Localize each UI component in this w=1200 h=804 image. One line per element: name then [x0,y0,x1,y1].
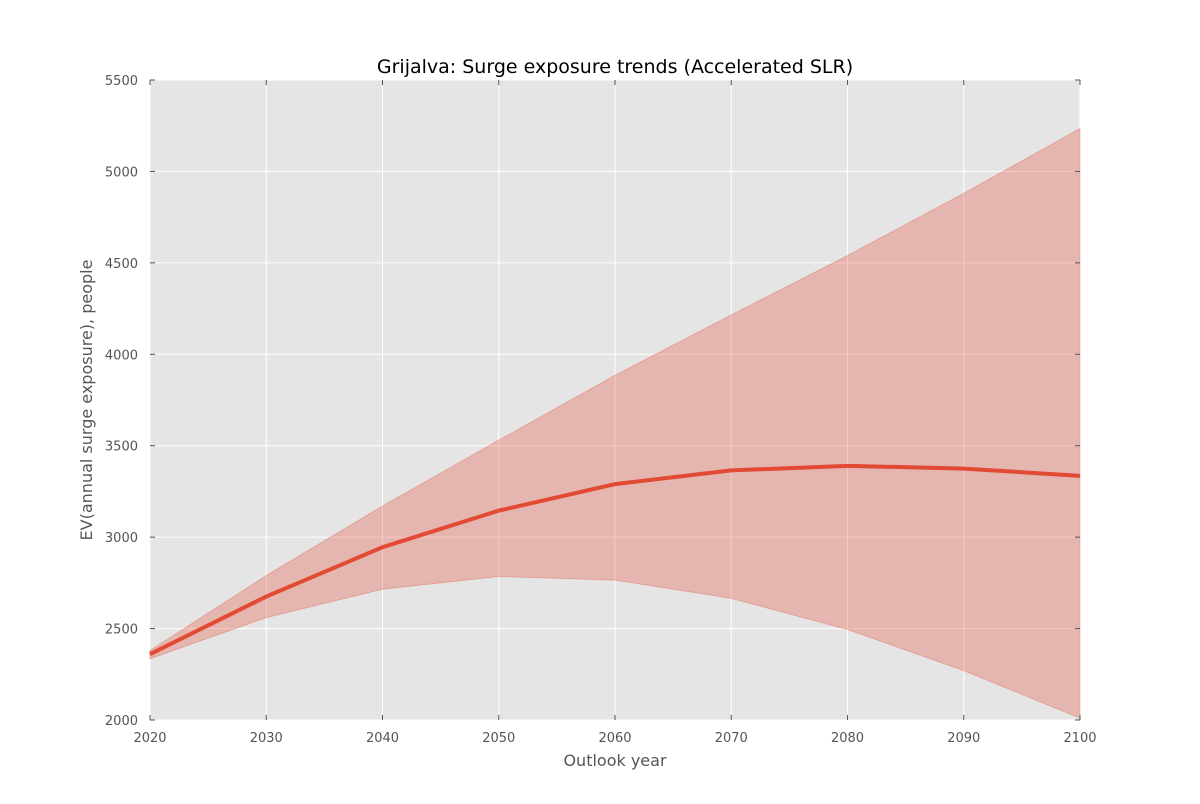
x-tick-label: 2030 [250,731,283,746]
y-tick-label: 3000 [105,531,138,546]
x-tick-label: 2080 [831,731,864,746]
y-tick-label: 2000 [105,714,138,729]
x-tick-label: 2100 [1063,731,1096,746]
y-tick-label: 5500 [105,74,138,89]
y-axis-label: EV(annual surge exposure), people [77,260,96,541]
axis-ticks [149,79,1081,721]
x-tick-labels: 2020 2030 2040 2050 2060 2070 2080 2090 2100 [133,731,1096,746]
x-tick-label: 2020 [133,731,166,746]
y-tick-label: 4500 [105,257,138,272]
x-axis-label: Outlook year [563,751,667,770]
x-tick-label: 2040 [366,731,399,746]
x-tick-label: 2060 [598,731,631,746]
y-tick-label: 3500 [105,440,138,455]
y-tick-labels: 2000 2500 3000 3500 4000 4500 5000 5500 [105,74,138,729]
series-line-group [149,463,1081,656]
y-tick-label: 4000 [105,348,138,363]
chart-title: Grijalva: Surge exposure trends (Acceler… [377,56,853,78]
x-tick-label: 2050 [482,731,515,746]
x-tick-label: 2090 [947,731,980,746]
x-tick-label: 2070 [715,731,748,746]
expected-exposure-line [149,463,1081,656]
y-tick-label: 5000 [105,165,138,180]
y-tick-label: 2500 [105,623,138,638]
